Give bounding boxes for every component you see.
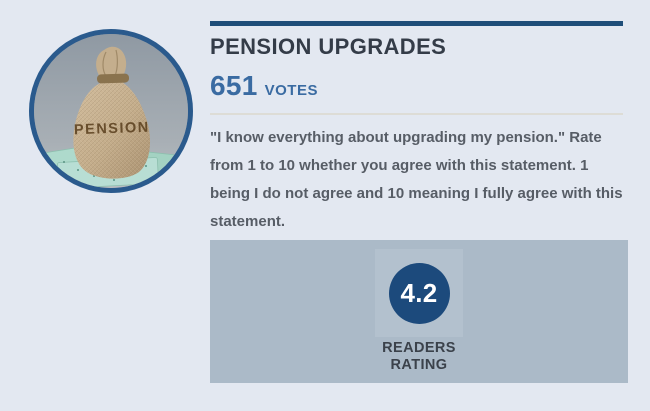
pension-bag-image: PENSION <box>29 29 193 193</box>
poll-content: PENSION UPGRADES 651 VOTES "I know every… <box>210 0 630 411</box>
rating-label: READERS RATING <box>382 340 456 374</box>
poll-title: PENSION UPGRADES <box>210 34 447 59</box>
votes-row: 651 VOTES <box>210 70 318 102</box>
poll-description: "I know everything about upgrading my pe… <box>210 129 623 230</box>
rating-label-line2: RATING <box>390 357 448 373</box>
votes-count: 651 <box>210 70 258 101</box>
rating-badge: 4.2 <box>388 262 450 324</box>
rating-badge-backdrop: 4.2 <box>375 249 463 337</box>
rating-label-line1: READERS <box>382 340 456 356</box>
divider-line <box>210 113 623 115</box>
readers-rating-box: 4.2 READERS RATING <box>210 240 628 383</box>
pension-bag-illustration: PENSION <box>34 34 188 188</box>
rating-value: 4.2 <box>400 277 438 308</box>
pension-bag-text: PENSION <box>74 120 150 139</box>
votes-label: VOTES <box>264 82 318 99</box>
accent-bar <box>210 21 623 26</box>
